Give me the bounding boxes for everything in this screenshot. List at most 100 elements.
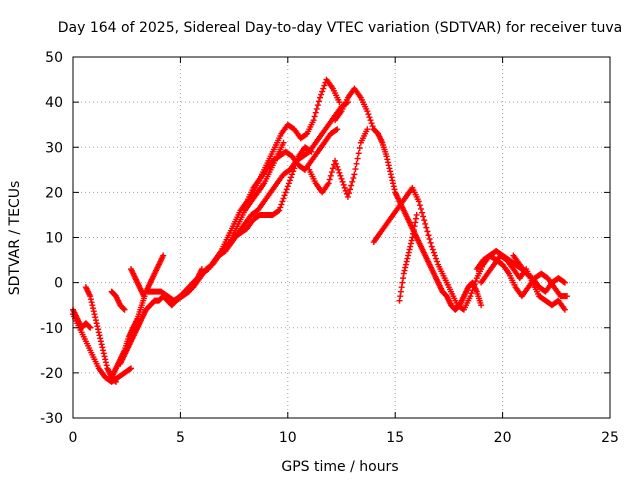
data-point bbox=[428, 243, 435, 250]
data-point bbox=[307, 148, 314, 155]
data-point bbox=[427, 239, 434, 246]
data-point bbox=[99, 344, 106, 351]
data-point bbox=[389, 177, 396, 184]
data-point bbox=[426, 236, 433, 243]
data-point bbox=[385, 162, 392, 169]
data-point bbox=[403, 258, 410, 265]
data-point bbox=[415, 198, 422, 205]
data-point bbox=[411, 223, 418, 230]
data-point bbox=[97, 338, 104, 345]
series-track-6 bbox=[108, 288, 128, 313]
data-point bbox=[336, 99, 343, 106]
y-axis-label: SDTVAR / TECUs bbox=[7, 181, 23, 296]
data-point bbox=[410, 226, 417, 233]
y-tick-label: 40 bbox=[45, 95, 63, 111]
series-track-11 bbox=[231, 144, 315, 241]
data-point bbox=[385, 159, 392, 166]
data-point bbox=[288, 174, 295, 181]
data-point bbox=[112, 378, 119, 385]
data-point bbox=[338, 175, 345, 182]
data-point bbox=[339, 178, 346, 185]
data-point bbox=[335, 166, 342, 173]
data-point bbox=[407, 243, 414, 250]
data-point bbox=[286, 177, 293, 184]
data-point bbox=[354, 155, 361, 162]
data-point bbox=[284, 183, 291, 190]
series-track-16 bbox=[370, 184, 525, 313]
data-point bbox=[350, 175, 357, 182]
data-point bbox=[424, 228, 431, 235]
data-point bbox=[87, 293, 94, 300]
series-track-4 bbox=[108, 252, 167, 381]
data-point bbox=[277, 204, 284, 211]
data-point bbox=[333, 160, 340, 167]
data-point bbox=[275, 208, 282, 215]
data-point bbox=[95, 326, 102, 333]
data-point bbox=[470, 284, 477, 291]
data-point bbox=[337, 172, 344, 179]
data-point bbox=[347, 186, 354, 193]
data-point bbox=[91, 311, 98, 318]
series-track-14 bbox=[332, 85, 377, 133]
y-tick-label: -30 bbox=[40, 411, 63, 427]
data-point bbox=[401, 267, 408, 274]
data-point bbox=[100, 347, 107, 354]
data-point bbox=[421, 217, 428, 224]
data-point bbox=[364, 108, 371, 115]
x-tick-label: 20 bbox=[494, 430, 512, 446]
data-point bbox=[368, 120, 375, 127]
series-track-5 bbox=[117, 266, 205, 367]
data-point bbox=[388, 174, 395, 181]
data-point bbox=[314, 102, 321, 109]
data-point bbox=[419, 209, 426, 216]
x-tick-label: 10 bbox=[279, 430, 297, 446]
y-tick-label: -20 bbox=[40, 366, 63, 382]
data-point bbox=[407, 240, 414, 247]
series-track-7 bbox=[127, 266, 147, 300]
x-tick-label: 5 bbox=[176, 430, 185, 446]
series-track-12 bbox=[241, 139, 287, 214]
data-point bbox=[280, 139, 287, 146]
data-point bbox=[101, 353, 108, 360]
data-point bbox=[356, 145, 363, 152]
data-point bbox=[342, 187, 349, 194]
data-point bbox=[369, 123, 376, 130]
data-point bbox=[384, 156, 391, 163]
data-point bbox=[365, 111, 372, 118]
data-point bbox=[89, 302, 96, 309]
data-point bbox=[103, 362, 110, 369]
data-point bbox=[344, 193, 351, 200]
x-tick-label: 25 bbox=[601, 430, 619, 446]
y-tick-label: 30 bbox=[45, 140, 63, 156]
data-point bbox=[398, 284, 405, 291]
data-point bbox=[313, 105, 320, 112]
data-point bbox=[97, 335, 104, 342]
data-point bbox=[412, 219, 419, 226]
data-point bbox=[326, 176, 333, 183]
data-point bbox=[420, 213, 427, 220]
data-point bbox=[433, 255, 440, 262]
data-point bbox=[561, 306, 568, 313]
data-point bbox=[88, 299, 95, 306]
data-point bbox=[430, 249, 437, 256]
data-point bbox=[410, 230, 417, 237]
data-point bbox=[319, 88, 326, 95]
data-point bbox=[402, 261, 409, 268]
data-point bbox=[422, 220, 429, 227]
data-point bbox=[406, 246, 413, 253]
data-point bbox=[387, 168, 394, 175]
data-point bbox=[340, 181, 347, 188]
data-point bbox=[353, 160, 360, 167]
data-point bbox=[431, 252, 438, 259]
data-point bbox=[294, 156, 301, 163]
data-point bbox=[386, 165, 393, 172]
data-point bbox=[332, 157, 339, 164]
series-track-17 bbox=[396, 211, 420, 304]
y-tick-label: 20 bbox=[45, 185, 63, 201]
data-point bbox=[317, 94, 324, 101]
data-point bbox=[478, 302, 485, 309]
data-point bbox=[290, 168, 297, 175]
data-point bbox=[351, 171, 358, 178]
data-point bbox=[102, 359, 109, 366]
data-point bbox=[399, 279, 406, 286]
